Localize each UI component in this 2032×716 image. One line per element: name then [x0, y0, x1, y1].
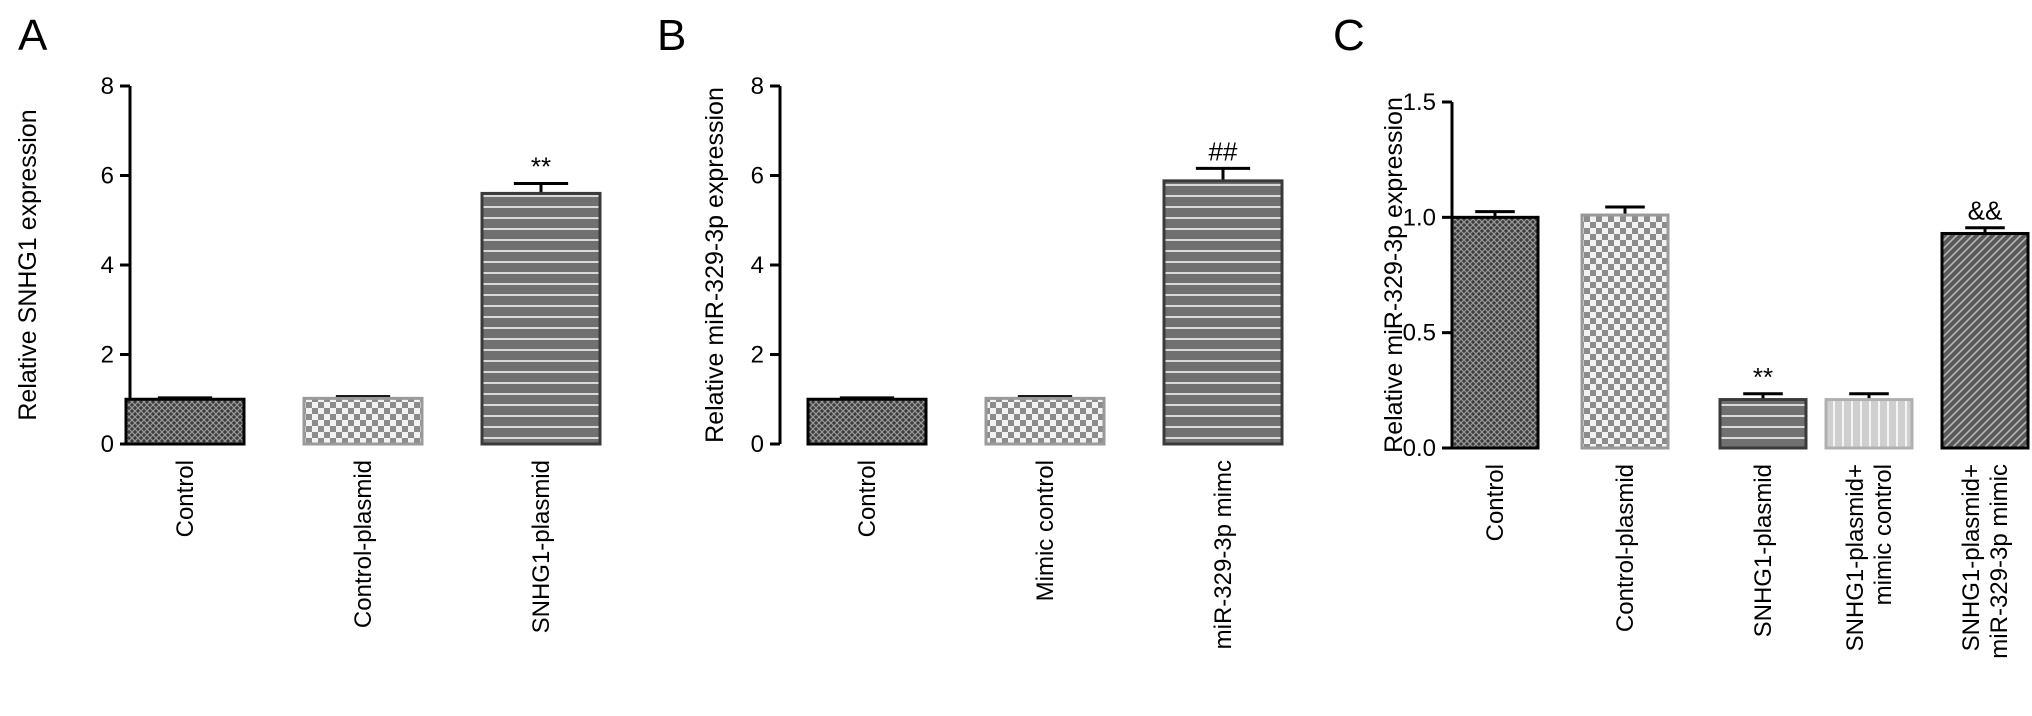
x-category-label: SNHG1-plasmid+	[1958, 464, 1985, 651]
y-tick-label: 0.0	[1403, 435, 1436, 462]
y-tick-label: 1.5	[1403, 89, 1436, 116]
y-tick-label: 6	[101, 163, 114, 190]
y-tick-label: 4	[751, 252, 764, 279]
chart-panel-b: B Relative miR-329-3p expression 0 2 4 6 8 Cont…	[657, 11, 1284, 649]
bar	[1824, 398, 1914, 450]
bar	[1940, 231, 2030, 450]
bar	[124, 397, 246, 446]
y-tick-label: 2	[101, 342, 114, 369]
panel-letter: B	[657, 11, 686, 60]
bar	[984, 396, 1106, 446]
x-category-label: SNHG1-plasmid	[528, 460, 555, 633]
y-tick-label: 8	[101, 73, 114, 100]
x-category-label: Control-plasmid	[1612, 464, 1639, 632]
x-category-label: Mimic control	[1032, 460, 1059, 601]
significance-label: &&	[1968, 196, 2003, 226]
y-axis-title: Relative miR-329-3p expression	[1380, 97, 1408, 453]
y-tick-label: 0.5	[1403, 320, 1436, 347]
significance-label: **	[531, 152, 551, 182]
x-category-label: miR-329-3p mimc	[1210, 460, 1237, 649]
x-category-label: Control	[172, 460, 199, 537]
y-axis-title: Relative SNHG1 expression	[14, 109, 42, 420]
x-category-label: Control	[1482, 464, 1509, 541]
x-category-label: SNHG1-plasmid	[1750, 464, 1777, 637]
y-tick-label: 0	[751, 431, 764, 458]
y-tick-label: 1.0	[1403, 204, 1436, 231]
bar	[480, 191, 602, 446]
bar	[1718, 398, 1808, 450]
x-category-label: SNHG1-plasmid+	[1842, 464, 1869, 651]
chart-panel-a: A Relative SNHG1 expression 0 2 4 6 8 Control Co…	[14, 11, 602, 633]
y-tick-label: 0	[101, 431, 114, 458]
y-tick-label: 2	[751, 342, 764, 369]
y-tick-label: 8	[751, 73, 764, 100]
x-category-label: miR-329-3p mimic	[1986, 464, 2013, 659]
y-axis-title: Relative miR-329-3p expression	[701, 87, 729, 443]
significance-label: **	[1753, 362, 1773, 392]
bar	[302, 396, 424, 446]
y-tick-label: 4	[101, 252, 114, 279]
bar	[1162, 179, 1284, 446]
panel-letter: C	[1333, 11, 1365, 60]
x-category-label: Control-plasmid	[350, 460, 377, 628]
x-category-label: mimic control	[1870, 464, 1897, 605]
bar	[1580, 213, 1670, 450]
panel-letter: A	[18, 11, 48, 60]
bar	[1450, 215, 1540, 450]
y-tick-label: 6	[751, 163, 764, 190]
x-category-label: Control	[854, 460, 881, 537]
significance-label: ##	[1209, 136, 1238, 166]
bar	[806, 397, 928, 446]
